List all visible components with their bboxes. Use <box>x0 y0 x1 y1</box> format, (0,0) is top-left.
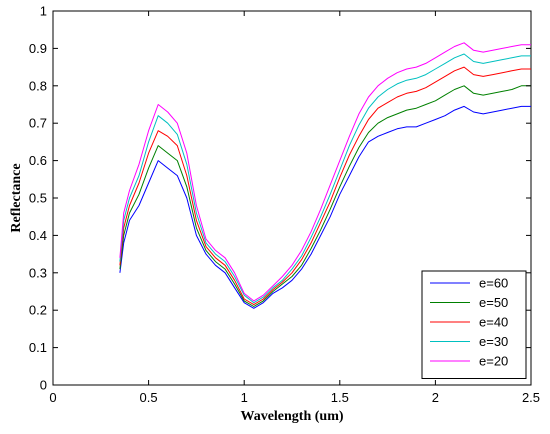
x-tick-label: 0.5 <box>140 390 158 405</box>
x-tick-label: 2.5 <box>522 390 540 405</box>
y-tick-label: 0.9 <box>29 41 47 56</box>
y-tick-label: 0.7 <box>29 116 47 131</box>
legend-box <box>421 270 527 379</box>
x-tick-label: 1.5 <box>331 390 349 405</box>
y-tick-label: 1 <box>40 4 47 19</box>
x-tick-label: 0 <box>49 390 56 405</box>
y-tick-label: 0.4 <box>29 228 47 243</box>
x-tick-label: 2 <box>432 390 439 405</box>
legend-label: e=30 <box>479 334 508 349</box>
y-tick-label: 0.2 <box>29 303 47 318</box>
series-line-5 <box>119 42 531 302</box>
plot-area <box>52 10 532 386</box>
series-group <box>119 42 531 309</box>
y-axis: 0 0.1 0.2 0.3 0.4 0.5 0.6 0.7 0.8 0.9 1 <box>29 4 531 393</box>
x-axis-title: Wavelength (um) <box>240 409 343 424</box>
y-tick-label: 0.5 <box>29 191 47 206</box>
legend-label: e=50 <box>479 295 508 310</box>
y-tick-label: 0.6 <box>29 153 47 168</box>
series-line-3 <box>119 66 531 306</box>
y-tick-label: 0 <box>40 378 47 393</box>
series-line-4 <box>119 53 531 304</box>
y-tick-label: 0.3 <box>29 265 47 280</box>
x-axis: 0 0.5 1 1.5 2 2.5 <box>49 11 540 405</box>
legend-label: e=60 <box>479 276 508 291</box>
legend-label: e=20 <box>479 354 508 369</box>
legend: e=60 e=50 e=40 e=30 e=20 <box>421 270 527 379</box>
x-tick-label: 1 <box>241 390 248 405</box>
series-line-2 <box>119 85 531 307</box>
series-line-1 <box>119 105 531 309</box>
y-tick-label: 0.8 <box>29 78 47 93</box>
legend-label: e=40 <box>479 315 508 330</box>
y-tick-label: 0.1 <box>29 340 47 355</box>
y-axis-title: Reflectance <box>9 163 24 232</box>
